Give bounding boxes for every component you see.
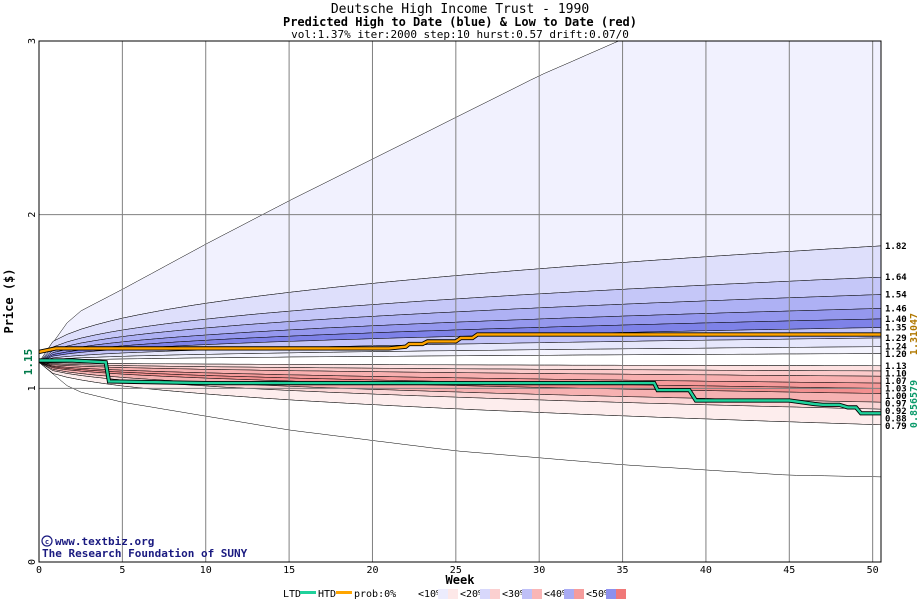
band-label-5: 1.35 xyxy=(885,324,907,334)
legend-bucket-label-0: <10% xyxy=(418,589,442,600)
band-label-13: 1.00 xyxy=(885,392,907,402)
legend-swatch-0 xyxy=(396,589,416,599)
y-axis-label: Price ($) xyxy=(2,268,16,333)
band-label-3: 1.46 xyxy=(885,304,907,314)
band-label-16: 0.88 xyxy=(885,414,907,424)
legend-swatch-blue-2 xyxy=(522,589,532,599)
x-tick-label-7: 35 xyxy=(617,565,629,576)
y-axis-ticks: 0 1 2 3 xyxy=(27,38,38,565)
copyright-icon xyxy=(41,535,53,547)
chart-params: vol:1.37% iter:2000 step:10 hurst:0.57 d… xyxy=(291,28,629,41)
legend-swatch-red-0 xyxy=(448,589,458,599)
legend-ltd-swatch xyxy=(300,591,316,594)
plot-frame xyxy=(38,40,882,563)
y-tick-label-3: 3 xyxy=(27,38,38,44)
y-tick-label-0: 0 xyxy=(27,559,38,565)
x-tick-label-4: 20 xyxy=(366,565,378,576)
legend-swatch-blue-0 xyxy=(438,589,448,599)
legend-htd-swatch xyxy=(336,591,352,594)
band-label-6: 1.29 xyxy=(885,334,907,344)
band-value-labels: 1.82 1.64 1.54 1.461.401.351.291.241.20 1.13… xyxy=(885,242,907,432)
grid-lines xyxy=(39,41,881,562)
band-18 xyxy=(39,362,881,478)
legend-swatch-red-4 xyxy=(616,589,626,599)
band-label-9: 1.13 xyxy=(885,362,907,372)
band-label-17: 0.79 xyxy=(885,422,907,432)
htd-final-label: 1.31047 xyxy=(909,313,920,355)
legend-swatch-blue-1 xyxy=(480,589,490,599)
x-tick-label-6: 30 xyxy=(533,565,545,576)
band-label-11: 1.07 xyxy=(885,377,907,387)
band-label-12: 1.03 xyxy=(885,384,907,394)
x-tick-label-9: 45 xyxy=(783,565,795,576)
legend: LTD HTD prob:0% <10% <20% <30% <40% <50% xyxy=(283,589,626,600)
legend-swatch-blue-3 xyxy=(564,589,574,599)
band-label-4: 1.40 xyxy=(885,315,907,325)
band-label-0: 1.82 xyxy=(885,242,907,252)
band-label-10: 1.10 xyxy=(885,369,907,379)
x-tick-label-0: 0 xyxy=(36,565,42,576)
ltd-final-label: 0.856579 xyxy=(909,380,920,428)
start-value-label: 1.15 xyxy=(22,349,35,376)
legend-bucket-label-3: <40% xyxy=(544,589,568,600)
legend-bucket-label-4: <50% xyxy=(586,589,610,600)
x-axis-ticks: 0 5 10 15 20 25 30 35 40 45 50 xyxy=(36,565,879,576)
band-label-15: 0.92 xyxy=(885,407,907,417)
x-axis-label: Week xyxy=(446,573,476,587)
series-htd-line xyxy=(39,333,881,354)
x-tick-label-1: 5 xyxy=(119,565,125,576)
legend-swatch-red-3 xyxy=(574,589,584,599)
watermark: c www.textbiz.org The Research Foundatio… xyxy=(41,535,248,560)
legend-prob-label: prob:0% xyxy=(354,589,396,600)
legend-bucket-label-1: <20% xyxy=(460,589,484,600)
copyright-c-icon: c xyxy=(45,538,49,546)
legend-htd-label: HTD xyxy=(318,589,336,600)
x-tick-label-5: 25 xyxy=(450,565,462,576)
x-tick-label-3: 15 xyxy=(283,565,295,576)
legend-bucket-label-2: <30% xyxy=(502,589,526,600)
x-tick-label-10: 50 xyxy=(867,565,879,576)
y-tick-label-2: 2 xyxy=(27,212,38,218)
watermark-url: www.textbiz.org xyxy=(55,535,154,548)
legend-ltd-label: LTD xyxy=(283,589,301,600)
band-label-7: 1.24 xyxy=(885,343,907,353)
chart-title: Deutsche High Income Trust - 1990 xyxy=(330,2,590,17)
series-group xyxy=(39,332,881,416)
chart-subtitle: Predicted High to Date (blue) & Low to D… xyxy=(282,15,637,29)
series-ltd-line xyxy=(39,359,881,415)
legend-swatch-red-1 xyxy=(490,589,500,599)
band-label-1: 1.64 xyxy=(885,273,907,283)
probability-bands xyxy=(39,41,881,478)
band-label-8: 1.20 xyxy=(885,350,907,360)
y-tick-label-1: 1 xyxy=(27,385,38,391)
legend-swatch-red-2 xyxy=(532,589,542,599)
legend-swatch-blue-4 xyxy=(606,589,616,599)
band-label-14: 0.97 xyxy=(885,399,907,409)
band-label-2: 1.54 xyxy=(885,291,907,301)
watermark-org: The Research Foundation of SUNY xyxy=(42,547,248,560)
x-tick-label-8: 40 xyxy=(700,565,712,576)
x-tick-label-2: 10 xyxy=(200,565,212,576)
